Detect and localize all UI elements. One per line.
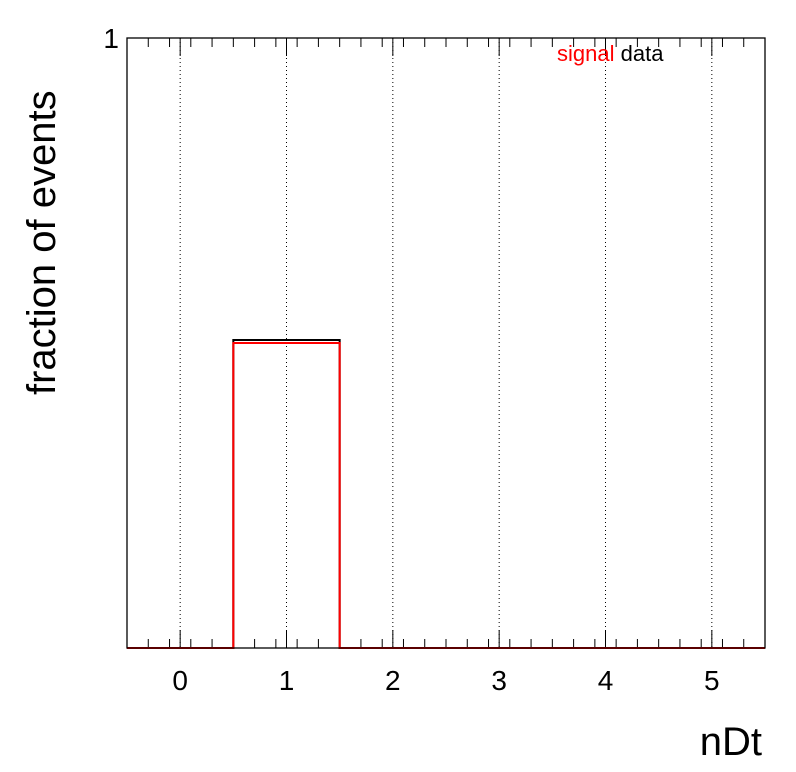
- legend-label-signal: signal: [557, 41, 614, 66]
- axis-ticks: [126, 37, 766, 648]
- x-tick-label: 4: [598, 665, 614, 696]
- y-axis-title: fraction of events: [20, 90, 64, 395]
- x-tick-labels: 0 1 2 3 4 5: [172, 665, 719, 696]
- x-axis-title: nDt: [700, 720, 762, 764]
- x-tick-label: 5: [704, 665, 720, 696]
- series-histograms: [127, 338, 765, 649]
- histogram-data: [127, 338, 765, 649]
- x-tick-label: 0: [172, 665, 188, 696]
- histogram-signal: [127, 342, 765, 649]
- y-tick-label: 1: [103, 23, 119, 54]
- x-tick-label: 3: [491, 665, 507, 696]
- legend: signal data: [557, 41, 664, 66]
- x-tick-label: 1: [279, 665, 295, 696]
- y-tick-labels: 1: [103, 23, 119, 54]
- x-tick-label: 2: [385, 665, 401, 696]
- legend-label-data: data: [621, 41, 665, 66]
- plot-frame: [126, 37, 766, 649]
